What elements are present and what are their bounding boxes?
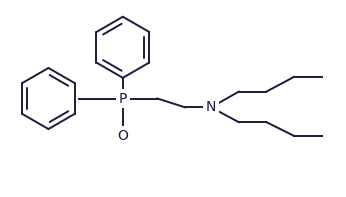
Text: P: P — [119, 91, 127, 106]
Text: O: O — [117, 129, 128, 143]
Text: N: N — [206, 100, 216, 114]
